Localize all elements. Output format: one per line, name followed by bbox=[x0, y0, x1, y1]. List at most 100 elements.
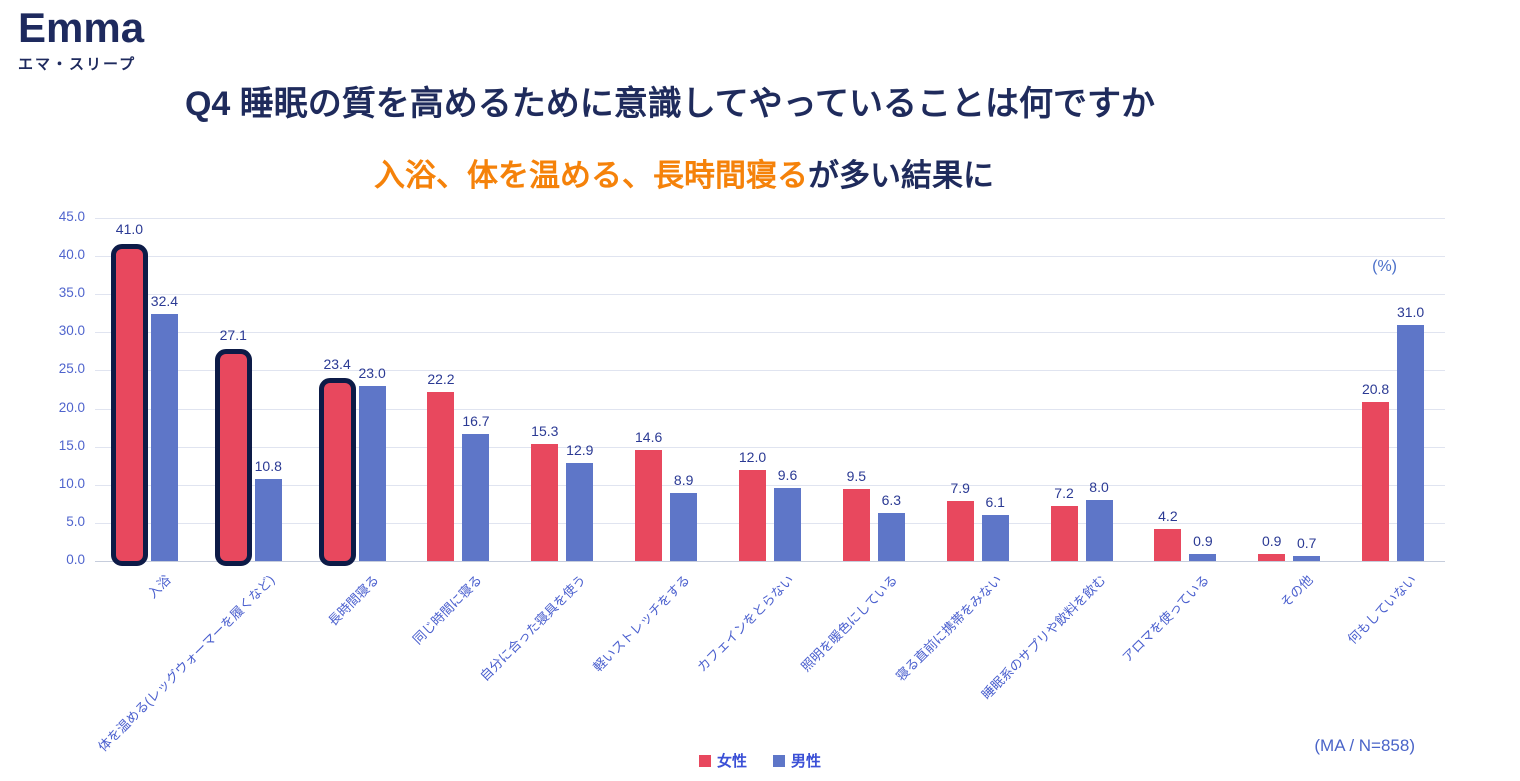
gridline bbox=[95, 218, 1445, 219]
category-label: カフェインをとらない bbox=[694, 572, 797, 675]
legend-swatch bbox=[773, 754, 785, 767]
sample-size-note: (MA / N=858) bbox=[1314, 736, 1415, 755]
value-label: 23.0 bbox=[358, 364, 386, 381]
value-label: 22.2 bbox=[427, 370, 455, 387]
gridline bbox=[95, 561, 1445, 562]
bar-女性 bbox=[110, 243, 148, 566]
legend-label: 女性 bbox=[716, 753, 747, 770]
category-label: 体を温める(レッグウォーマーを履くなど) bbox=[95, 572, 278, 755]
bar-男性 bbox=[566, 462, 594, 561]
value-label: 23.4 bbox=[323, 355, 351, 372]
value-label: 10.8 bbox=[254, 457, 282, 474]
category-label: 何もしていない bbox=[1345, 572, 1420, 647]
legend-item-男性: 男性 bbox=[773, 750, 821, 771]
y-axis-tick: 25.0 bbox=[58, 361, 85, 377]
bar-女性 bbox=[739, 469, 766, 561]
category-label: 軽いストレッチをする bbox=[590, 572, 693, 675]
bar-女性 bbox=[1050, 506, 1078, 561]
category-label: 同じ時間に寝る bbox=[410, 572, 486, 648]
value-label: 32.4 bbox=[150, 293, 179, 310]
legend-label: 男性 bbox=[791, 753, 822, 770]
category-label: その他 bbox=[1277, 572, 1316, 611]
value-label: 0.9 bbox=[1193, 533, 1213, 550]
legend-item-女性: 女性 bbox=[698, 750, 747, 771]
bar-男性 bbox=[1085, 500, 1113, 561]
bar-女性 bbox=[946, 500, 974, 561]
bar-chart: (%) 0.0 5.0 10.0 15.0 20.0 25.0 30.0 35.0 40.0 45… bbox=[59, 209, 1445, 754]
value-label: 31.0 bbox=[1396, 303, 1425, 320]
value-label: 9.5 bbox=[846, 467, 867, 484]
value-label: 9.6 bbox=[777, 466, 798, 483]
gridline bbox=[95, 408, 1445, 410]
emma-logo: Emma エマ・スリープ bbox=[18, 4, 145, 74]
value-label: 8.0 bbox=[1089, 479, 1109, 496]
bar-女性 bbox=[1258, 554, 1286, 561]
value-label: 12.0 bbox=[738, 448, 767, 465]
bar-男性 bbox=[670, 493, 698, 561]
value-label: 6.3 bbox=[881, 491, 902, 508]
category-label: 照明を暖色にしている bbox=[798, 572, 901, 675]
bar-女性 bbox=[214, 349, 252, 566]
y-axis-tick: 40.0 bbox=[58, 247, 85, 263]
bar-女性 bbox=[1362, 402, 1390, 561]
value-label: 14.6 bbox=[635, 428, 663, 445]
value-label: 41.0 bbox=[115, 221, 144, 238]
page-title: Q4 睡眠の質を高めるために意識してやっていることは何ですか bbox=[184, 85, 1156, 123]
gridline bbox=[95, 332, 1445, 334]
bar-女性 bbox=[842, 488, 870, 561]
bar-女性 bbox=[635, 449, 663, 561]
value-label: 27.1 bbox=[219, 327, 247, 344]
value-label: 0.9 bbox=[1261, 533, 1282, 550]
y-axis-tick: 20.0 bbox=[58, 399, 85, 415]
bar-女性 bbox=[1154, 529, 1182, 561]
bar-男性 bbox=[462, 433, 490, 561]
value-label: 6.1 bbox=[985, 493, 1005, 510]
subtitle-highlight: 入浴、体を温める、長時間寝る bbox=[374, 158, 808, 193]
legend-swatch bbox=[698, 754, 711, 767]
category-label: アロマを使っている bbox=[1119, 572, 1213, 666]
gridline bbox=[95, 370, 1445, 372]
y-axis-tick: 0.0 bbox=[66, 552, 85, 567]
bar-男性 bbox=[981, 514, 1009, 561]
subtitle: 入浴、体を温める、長時間寝るが多い結果に bbox=[0, 150, 1368, 195]
gridline bbox=[95, 256, 1445, 258]
value-label: 12.9 bbox=[566, 441, 594, 458]
value-label: 7.2 bbox=[1054, 485, 1074, 502]
bar-男性 bbox=[877, 512, 905, 561]
bar-男性 bbox=[774, 487, 801, 561]
y-axis-tick: 5.0 bbox=[66, 513, 85, 529]
bar-男性 bbox=[1293, 555, 1321, 561]
category-label: 入浴 bbox=[144, 572, 174, 602]
brand-name: Emma bbox=[18, 4, 145, 51]
value-label: 7.9 bbox=[950, 479, 970, 496]
value-label: 20.8 bbox=[1361, 381, 1390, 398]
y-axis-tick: 35.0 bbox=[58, 285, 85, 301]
bar-女性 bbox=[427, 391, 455, 561]
gridline bbox=[95, 522, 1445, 524]
bar-男性 bbox=[1189, 554, 1217, 561]
y-axis-tick: 45.0 bbox=[58, 209, 85, 224]
y-axis-tick: 15.0 bbox=[58, 437, 85, 453]
value-label: 15.3 bbox=[531, 423, 559, 440]
value-label: 16.7 bbox=[462, 412, 490, 429]
y-axis-tick: 10.0 bbox=[58, 475, 85, 491]
bar-女性 bbox=[318, 377, 356, 566]
brand-subtitle: エマ・スリープ bbox=[18, 56, 137, 74]
gridline bbox=[95, 484, 1445, 486]
value-label: 0.7 bbox=[1296, 534, 1317, 551]
category-label: 長時間寝る bbox=[324, 572, 382, 629]
subtitle-rest: が多い結果に bbox=[808, 158, 994, 193]
category-label: 自分に合った寝具を使う bbox=[477, 572, 590, 684]
bar-男性 bbox=[358, 385, 386, 561]
bar-男性 bbox=[1397, 324, 1425, 561]
bar-男性 bbox=[150, 314, 178, 561]
bar-女性 bbox=[531, 444, 559, 561]
value-label: 4.2 bbox=[1158, 507, 1178, 524]
category-label: 寝る直前に携帯をみない bbox=[892, 572, 1005, 684]
gridline bbox=[95, 294, 1445, 296]
value-label: 8.9 bbox=[673, 472, 694, 489]
bar-男性 bbox=[254, 478, 282, 561]
unit-label: (%) bbox=[1372, 258, 1397, 275]
gridline bbox=[95, 446, 1445, 448]
